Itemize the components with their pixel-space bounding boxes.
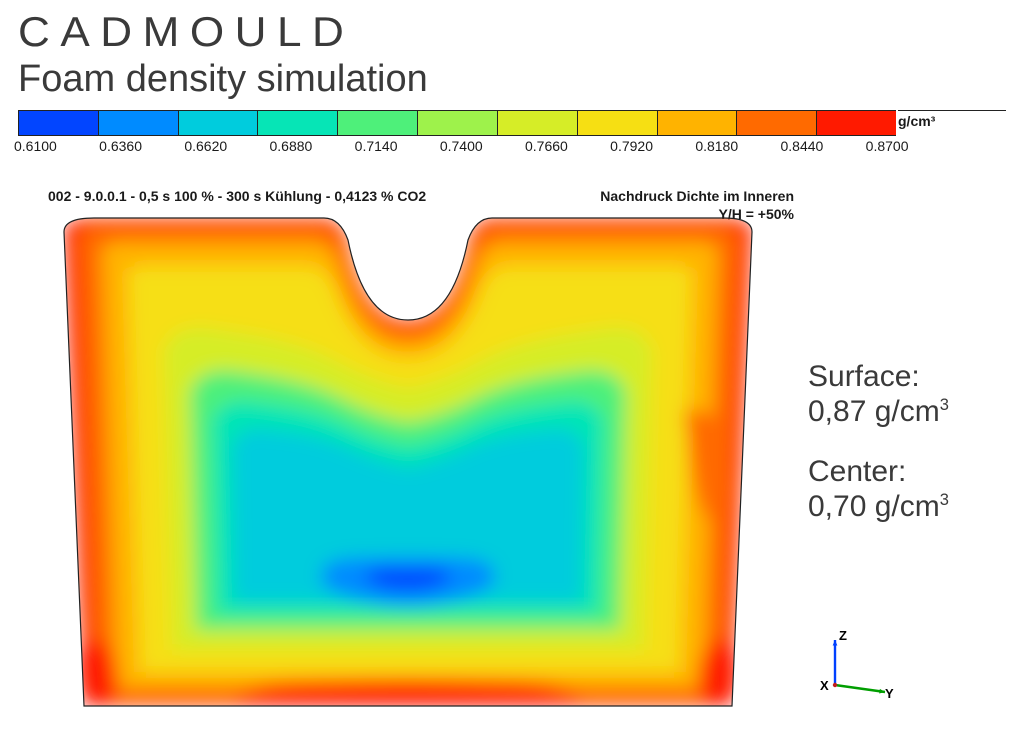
colorbar (18, 110, 896, 136)
colorbar-segment (417, 111, 497, 135)
colorbar-unit: g/cm³ (898, 110, 1006, 129)
colorbar-tick: 0.7660 (525, 138, 568, 154)
colorbar-tick: 0.6880 (269, 138, 312, 154)
colorbar-segment (257, 111, 337, 135)
center-label: Center: (808, 455, 949, 490)
colorbar-segment (577, 111, 657, 135)
colorbar-segment (98, 111, 178, 135)
density-heatmap (24, 210, 792, 720)
colorbar-tick: 0.7920 (610, 138, 653, 154)
colorbar-tick: 0.6620 (184, 138, 227, 154)
colorbar-tick: 0.8700 (866, 138, 909, 154)
sim-params-right: Nachdruck Dichte im Inneren (600, 188, 794, 204)
surface-label: Surface: (808, 360, 949, 395)
colorbar-tick: 0.7140 (355, 138, 398, 154)
colorbar-tick: 0.6100 (14, 138, 57, 154)
center-value: 0,70 g/cm3 (808, 490, 949, 525)
colorbar-segment (337, 111, 417, 135)
colorbar-tick: 0.6360 (99, 138, 142, 154)
svg-text:Y: Y (885, 686, 894, 700)
brand-title: CADMOULD (18, 8, 354, 56)
colorbar-tick: 0.8440 (780, 138, 823, 154)
colorbar-tick: 0.8180 (695, 138, 738, 154)
axes-gizmo-icon: Z Y X (815, 630, 895, 700)
colorbar-tick: 0.7400 (440, 138, 483, 154)
colorbar-segment (497, 111, 577, 135)
colorbar-segment (18, 111, 98, 135)
svg-text:Z: Z (839, 630, 847, 643)
sim-params-left: 002 - 9.0.0.1 - 0,5 s 100 % - 300 s Kühl… (48, 188, 426, 204)
colorbar-segment (657, 111, 737, 135)
colorbar-segment (178, 111, 258, 135)
surface-value: 0,87 g/cm3 (808, 395, 949, 430)
page-subtitle: Foam density simulation (18, 58, 428, 101)
readouts: Surface: 0,87 g/cm3 Center: 0,70 g/cm3 (808, 360, 949, 550)
colorbar-segment (816, 111, 896, 135)
colorbar-segment (736, 111, 816, 135)
svg-text:X: X (820, 678, 829, 693)
